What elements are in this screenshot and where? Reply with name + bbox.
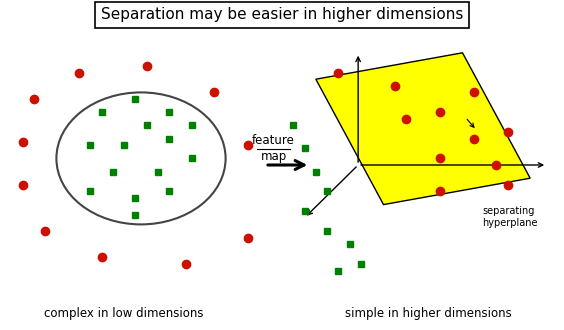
Polygon shape xyxy=(316,53,530,205)
Text: separating
hyperplane: separating hyperplane xyxy=(482,206,537,228)
Text: Separation may be easier in higher dimensions: Separation may be easier in higher dimen… xyxy=(101,7,463,22)
Text: complex in low dimensions: complex in low dimensions xyxy=(45,307,204,320)
Text: map: map xyxy=(261,150,287,163)
Text: feature: feature xyxy=(252,134,295,147)
Text: simple in higher dimensions: simple in higher dimensions xyxy=(345,307,512,320)
